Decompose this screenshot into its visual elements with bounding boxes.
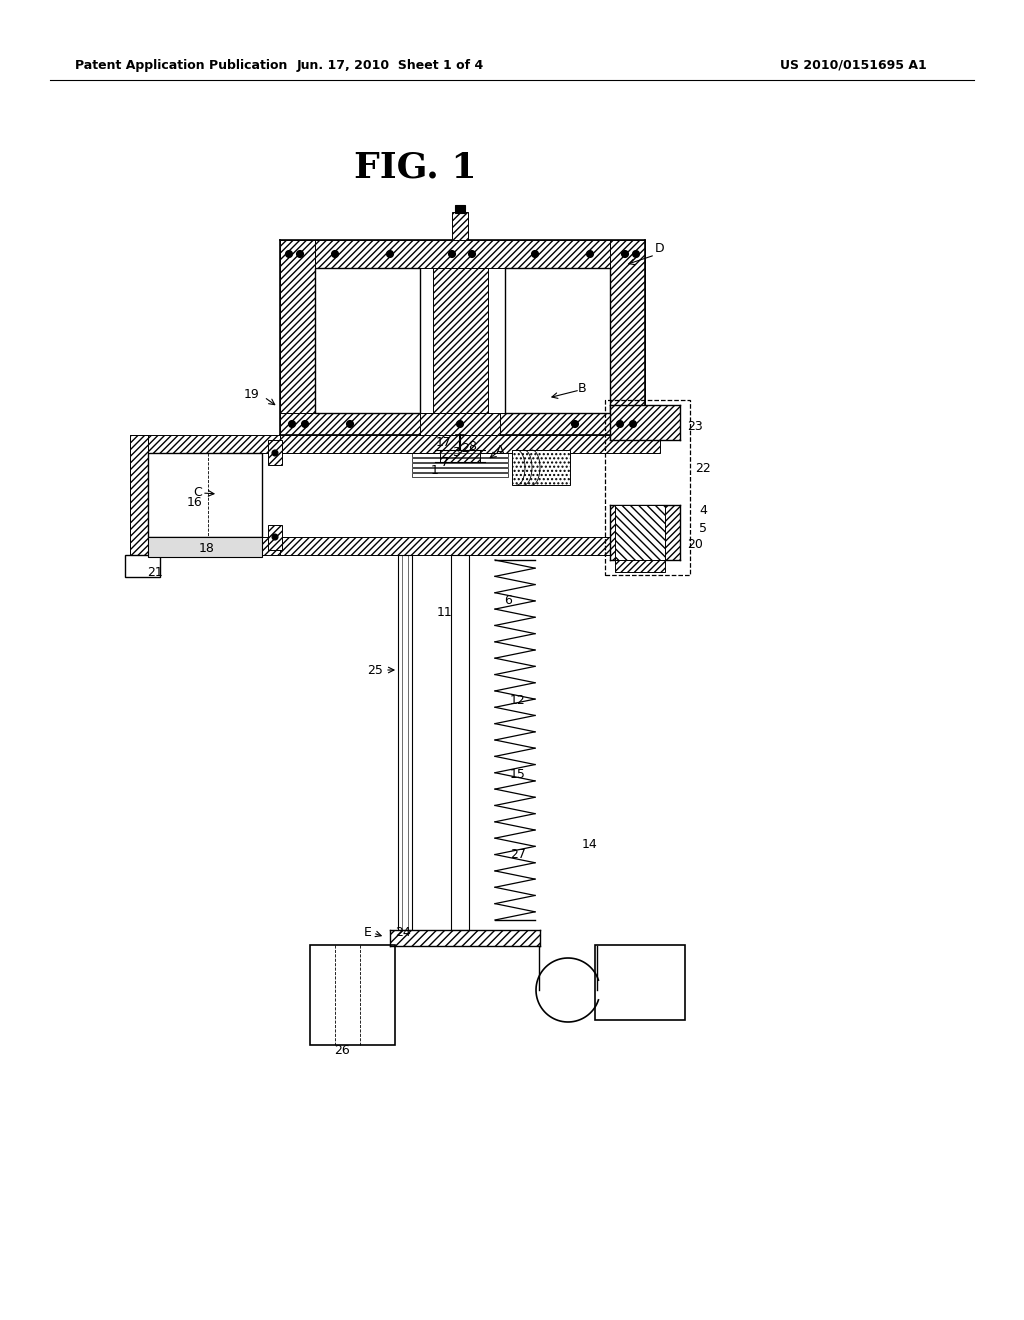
Bar [505,268,610,413]
Bar [433,268,488,413]
Text: 5: 5 [699,521,707,535]
Bar [280,537,660,554]
Circle shape [272,450,278,455]
Bar [280,240,315,436]
Bar [452,213,468,240]
Bar [610,405,680,440]
Bar [130,436,148,554]
Text: 3: 3 [452,446,460,458]
Bar [315,268,420,413]
Bar [412,463,508,467]
Circle shape [297,251,303,257]
Circle shape [289,421,296,428]
Text: 1: 1 [431,463,439,477]
Text: 23: 23 [687,421,702,433]
Bar [148,537,262,557]
Circle shape [616,421,624,428]
Bar [610,506,680,560]
Bar [268,525,282,550]
Text: 18: 18 [199,541,215,554]
Text: Patent Application Publication: Patent Application Publication [75,58,288,71]
Bar [280,240,645,268]
Text: 11: 11 [437,606,453,619]
Bar [412,458,508,462]
Text: 20: 20 [687,539,702,552]
Circle shape [386,251,393,257]
Text: B: B [578,381,587,395]
Circle shape [571,421,579,428]
Bar [280,436,660,453]
Bar [440,450,480,462]
Bar [615,506,665,560]
Text: 21: 21 [147,565,163,578]
Text: 6: 6 [504,594,512,606]
Bar [125,554,160,577]
Text: 8: 8 [468,441,476,454]
Circle shape [622,251,629,257]
Circle shape [469,251,475,257]
Text: 15: 15 [510,768,526,781]
Bar [610,240,645,436]
Text: 27: 27 [510,849,526,862]
Circle shape [630,421,637,428]
Bar [595,945,685,1020]
Text: FIG. 1: FIG. 1 [353,150,476,185]
Text: 14: 14 [582,838,598,851]
Text: 16: 16 [187,495,203,508]
Circle shape [633,251,640,257]
Circle shape [449,251,456,257]
Bar [512,450,570,484]
Text: 7: 7 [441,455,449,469]
Bar [412,453,508,457]
Circle shape [286,251,293,257]
Circle shape [457,421,464,428]
Bar [280,413,645,436]
Text: 4: 4 [699,503,707,516]
Text: 22: 22 [695,462,711,474]
Text: 2: 2 [461,441,469,454]
Circle shape [587,251,594,257]
Text: US 2010/0151695 A1: US 2010/0151695 A1 [780,58,927,71]
Bar [268,440,282,465]
Text: Jun. 17, 2010  Sheet 1 of 4: Jun. 17, 2010 Sheet 1 of 4 [296,58,483,71]
Bar [130,537,280,554]
Bar [615,560,665,572]
Text: A: A [496,444,504,457]
Bar [310,945,395,1045]
Text: C: C [194,487,203,499]
Circle shape [531,251,539,257]
Bar [130,436,148,554]
Bar [148,453,262,537]
Text: 17: 17 [436,437,452,450]
Bar [455,205,465,213]
Text: 24: 24 [395,925,411,939]
Text: 12: 12 [510,693,526,706]
Text: D: D [655,242,665,255]
Bar [412,473,508,477]
Bar [451,554,469,931]
Bar [420,413,500,436]
Circle shape [332,251,339,257]
Bar [605,400,690,576]
Circle shape [301,421,308,428]
Circle shape [346,421,353,428]
Bar [130,436,280,453]
Text: 26: 26 [334,1044,350,1056]
Text: 19: 19 [244,388,260,401]
Bar [398,554,412,931]
Circle shape [272,535,278,540]
Text: E: E [365,925,372,939]
Bar [390,931,540,946]
Text: 25: 25 [367,664,383,676]
Bar [412,469,508,473]
